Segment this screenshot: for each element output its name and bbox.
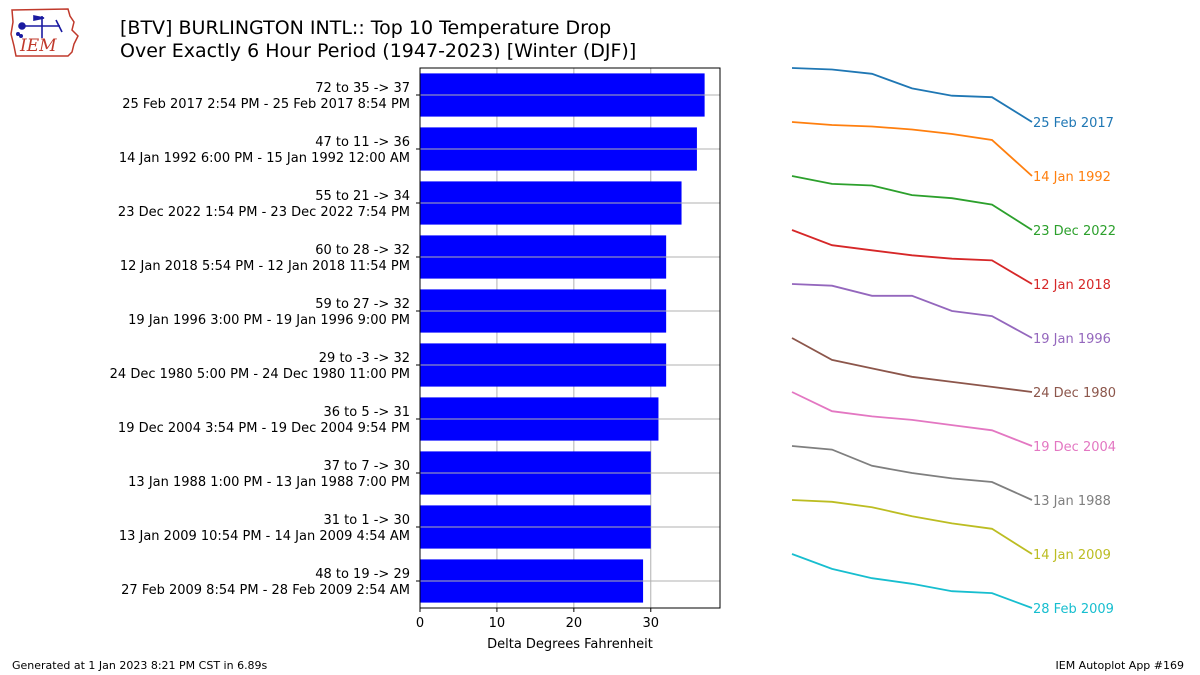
chart-title-line2: Over Exactly 6 Hour Period (1947-2023) [… [120,40,637,62]
series-label: 28 Feb 2009 [1033,602,1114,617]
plot-frame [419,67,721,609]
app-id: IEM Autoplot App #169 [1055,659,1185,672]
series-label: 12 Jan 2018 [1033,278,1111,293]
x-tick-label: 30 [642,616,659,631]
iowa-outline-icon [10,8,79,57]
timeseries-lines: 25 Feb 2017 14 Jan 1992 23 Dec 2022 12 Jan … [791,67,1116,617]
series-line [791,391,1033,447]
category-label-line1: 31 to 1 -> 30 [323,513,410,528]
series-line [791,337,1033,393]
series-line [791,229,1033,285]
series-label: 19 Dec 2004 [1033,440,1116,455]
category-label-line1: 55 to 21 -> 34 [315,189,410,204]
category-label-line1: 47 to 11 -> 36 [315,135,410,150]
category-label-line1: 37 to 7 -> 30 [323,459,410,474]
category-label-line1: 59 to 27 -> 32 [315,297,410,312]
generated-timestamp: Generated at 1 Jan 2023 8:21 PM CST in 6… [12,659,268,672]
series-line [791,499,1033,555]
x-tick-label: 0 [416,616,424,631]
series-label: 25 Feb 2017 [1033,116,1114,131]
series-line [791,121,1033,177]
category-label-line2: 24 Dec 1980 5:00 PM - 24 Dec 1980 11:00 … [110,367,410,382]
category-label-line2: 25 Feb 2017 2:54 PM - 25 Feb 2017 8:54 P… [122,97,410,112]
x-axis-label: Delta Degrees Fahrenheit [487,637,653,652]
category-label-line2: 13 Jan 2009 10:54 PM - 14 Jan 2009 4:54 … [119,529,410,544]
series-label: 13 Jan 1988 [1033,494,1111,509]
series-label: 19 Jan 1996 [1033,332,1111,347]
series-line [791,553,1033,609]
iem-logo: IEM [10,8,79,57]
category-label-line2: 19 Jan 1996 3:00 PM - 19 Jan 1996 9:00 P… [128,313,410,328]
category-label-line1: 36 to 5 -> 31 [323,405,410,420]
series-line [791,445,1033,501]
series-line [791,283,1033,339]
series-label: 24 Dec 1980 [1033,386,1116,401]
weather-station-icon [16,15,63,38]
category-label-line2: 12 Jan 2018 5:54 PM - 12 Jan 2018 11:54 … [120,259,410,274]
x-tick-label: 10 [489,616,506,631]
category-label-line1: 29 to -3 -> 32 [319,351,410,366]
series-label: 23 Dec 2022 [1033,224,1116,239]
series-label: 14 Jan 1992 [1033,170,1111,185]
category-label-line2: 13 Jan 1988 1:00 PM - 13 Jan 1988 7:00 P… [128,475,410,490]
series-line [791,67,1033,123]
category-label-line1: 48 to 19 -> 29 [315,567,410,582]
category-label-line1: 60 to 28 -> 32 [315,243,410,258]
category-label-line2: 19 Dec 2004 3:54 PM - 19 Dec 2004 9:54 P… [118,421,410,436]
bar-series [420,73,720,603]
series-label: 14 Jan 2009 [1033,548,1111,563]
chart-title-line1: [BTV] BURLINGTON INTL:: Top 10 Temperatu… [120,17,612,39]
series-line [791,175,1033,231]
category-label-line2: 27 Feb 2009 8:54 PM - 28 Feb 2009 2:54 A… [121,583,410,598]
category-label-line2: 23 Dec 2022 1:54 PM - 23 Dec 2022 7:54 P… [118,205,410,220]
logo-text: IEM [19,36,57,56]
category-label-line2: 14 Jan 1992 6:00 PM - 15 Jan 1992 12:00 … [119,151,410,166]
x-axis-ticks: 0 10 20 30 [416,608,659,631]
category-label-line1: 72 to 35 -> 37 [315,81,410,96]
x-tick-label: 20 [566,616,583,631]
